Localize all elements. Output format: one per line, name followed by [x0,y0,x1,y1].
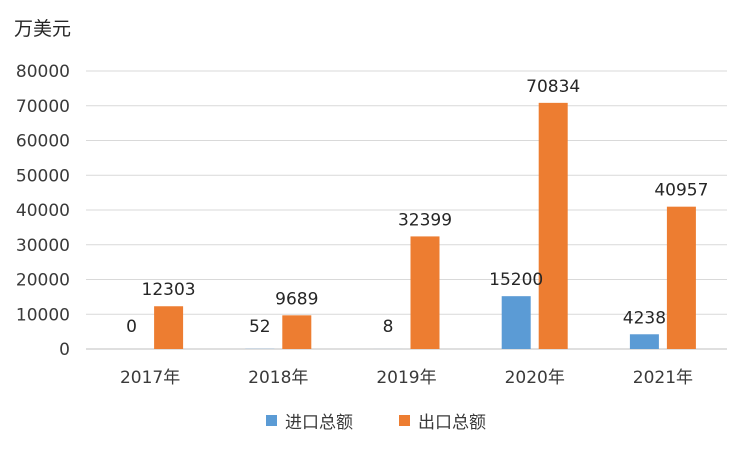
data-label-import: 4238 [623,308,666,328]
bar-chart: 0 10000 20000 30000 40000 50000 60000 70000 8000… [16,62,727,388]
bar-export [538,102,568,349]
gridlines [86,70,727,350]
y-tick-label: 50000 [16,166,70,186]
bar-export [154,306,184,349]
x-tick-label: 2021年 [633,368,693,388]
y-tick-label: 0 [59,340,70,360]
data-label-export: 32399 [398,210,452,230]
bar-export [666,206,696,349]
bar-import [501,296,531,349]
y-tick-label: 60000 [16,132,70,152]
bars [154,102,696,349]
y-axis-ticks: 0 10000 20000 30000 40000 50000 60000 70000 8000… [16,62,70,360]
data-label-import: 0 [126,317,137,337]
y-tick-label: 80000 [16,62,70,82]
legend-label-import: 进口总额 [285,413,353,433]
y-tick-label: 10000 [16,305,70,325]
legend: 进口总额 出口总额 [0,408,752,433]
y-tick-label: 70000 [16,97,70,117]
x-tick-label: 2019年 [376,368,436,388]
y-tick-label: 20000 [16,271,70,291]
bar-export [282,315,312,349]
legend-swatch-import [266,415,277,426]
data-label-export: 12303 [142,280,196,300]
bar-import [629,334,659,349]
legend-item-export: 出口总额 [399,408,486,433]
y-axis-unit-label: 万美元 [14,18,72,40]
data-label-import: 15200 [489,270,543,290]
bar-export [410,236,440,349]
data-label-import: 8 [383,317,394,337]
legend-label-export: 出口总额 [418,413,486,433]
x-axis-ticks: 2017年 2018年 2019年 2020年 2021年 [120,368,693,388]
x-tick-label: 2018年 [248,368,308,388]
y-tick-label: 40000 [16,201,70,221]
data-label-export: 70834 [526,77,580,97]
x-tick-label: 2020年 [505,368,565,388]
legend-item-import: 进口总额 [266,408,353,433]
data-label-import: 52 [249,317,271,337]
data-label-export: 40957 [654,181,708,201]
legend-swatch-export [399,415,410,426]
y-tick-label: 30000 [16,236,70,256]
data-label-export: 9689 [275,289,318,309]
x-tick-label: 2017年 [120,368,180,388]
